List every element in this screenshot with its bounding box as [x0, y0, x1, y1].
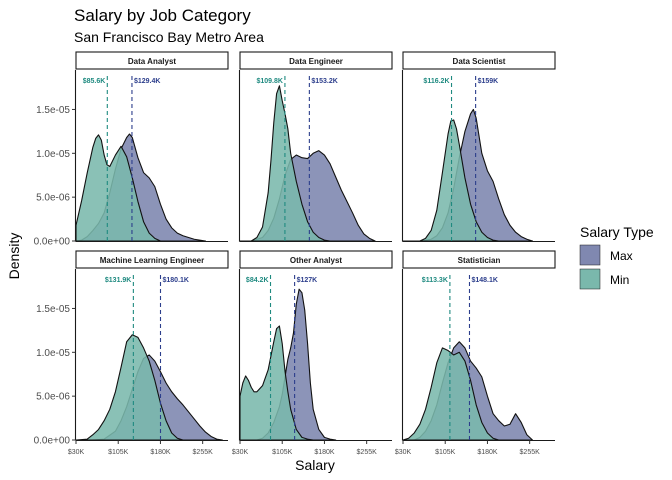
max-mean-label-data-scientist: $159K — [478, 78, 499, 85]
facet-strip-statistician — [402, 250, 556, 269]
facet-grid: Data Analyst $85.6K $129.4K 0.0e+00 5.0e-06 1… — [34, 51, 556, 456]
y-tick-label: 1.5e-05 — [36, 105, 70, 116]
x-tick-label: $105K — [435, 449, 456, 456]
x-tick-label: $105K — [272, 449, 293, 456]
facet-label-other-analyst: Other Analyst — [290, 256, 342, 265]
facet-label-data-engineer: Data Engineer — [289, 57, 343, 66]
y-tick-label: 1.0e-05 — [36, 149, 70, 160]
x-axis-title: Salary — [295, 457, 335, 473]
facet-strip-data-scientist — [402, 51, 556, 70]
max-mean-label-machine-learning-engineer: $180.1K — [163, 277, 189, 284]
legend-swatch-max — [579, 244, 601, 266]
max-mean-label-data-engineer: $153.2K — [311, 78, 337, 85]
x-tick-label: $180K — [314, 449, 335, 456]
facet-label-machine-learning-engineer: Machine Learning Engineer — [100, 256, 204, 265]
facet-strip-data-analyst — [75, 51, 229, 70]
legend-label-min: Min — [610, 273, 629, 287]
min-mean-label-statistician: $113.3K — [422, 277, 448, 284]
legend: Salary Type Max Min — [579, 224, 654, 290]
max-mean-label-data-analyst: $129.4K — [134, 78, 160, 85]
min-mean-label-other-analyst: $84.2K — [246, 277, 269, 284]
legend-title: Salary Type — [580, 224, 654, 240]
x-tick-label: $30K — [232, 449, 249, 456]
density-min-machine-learning-engineer — [75, 334, 184, 441]
facet-strip-other-analyst — [239, 250, 393, 269]
x-tick-label: $180K — [477, 449, 498, 456]
y-tick-label: 1.0e-05 — [36, 348, 70, 359]
x-tick-label: $255K — [193, 449, 214, 456]
max-mean-label-other-analyst: $127K — [297, 277, 318, 284]
facet-strip-data-engineer — [239, 51, 393, 70]
x-tick-label: $105K — [108, 449, 129, 456]
density-min-statistician — [402, 347, 500, 441]
min-mean-label-data-analyst: $85.6K — [83, 78, 106, 85]
y-axis-title: Density — [6, 233, 22, 280]
facet-label-data-scientist: Data Scientist — [453, 57, 506, 66]
x-tick-label: $30K — [395, 449, 412, 456]
x-tick-label: $255K — [520, 449, 541, 456]
x-tick-label: $255K — [357, 449, 378, 456]
y-tick-label: 5.0e-06 — [36, 193, 70, 204]
density-min-other-analyst — [239, 325, 314, 441]
density-min-data-scientist — [402, 119, 500, 242]
facet-label-statistician: Statistician — [458, 256, 501, 265]
min-mean-label-data-engineer: $109.8K — [256, 78, 282, 85]
facet-label-data-analyst: Data Analyst — [128, 57, 177, 66]
y-tick-label: 0.0e+00 — [34, 436, 71, 447]
legend-label-max: Max — [610, 249, 633, 263]
density-min-data-analyst — [75, 134, 161, 242]
x-tick-label: $30K — [68, 449, 85, 456]
y-tick-label: 0.0e+00 — [34, 237, 71, 248]
chart-title: Salary by Job Category — [74, 6, 251, 25]
y-tick-label: 1.5e-05 — [36, 304, 70, 315]
x-tick-label: $180K — [150, 449, 171, 456]
min-mean-label-machine-learning-engineer: $131.9K — [105, 277, 131, 284]
max-mean-label-statistician: $148.1K — [471, 277, 497, 284]
legend-swatch-min — [579, 268, 601, 290]
min-mean-label-data-scientist: $116.2K — [423, 78, 449, 85]
chart-subtitle: San Francisco Bay Metro Area — [74, 29, 264, 45]
y-tick-label: 5.0e-06 — [36, 392, 70, 403]
facet-strip-machine-learning-engineer — [75, 250, 229, 269]
